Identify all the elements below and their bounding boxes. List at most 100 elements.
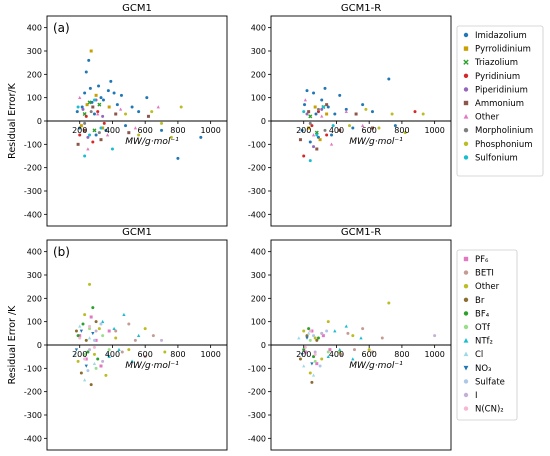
legend-marker [463, 284, 469, 289]
legend-marker [463, 155, 469, 160]
data-point [79, 124, 83, 128]
data-point [360, 123, 365, 128]
x-tick-label: 400 [105, 350, 120, 359]
data-point [97, 327, 101, 331]
data-point [91, 331, 95, 336]
y-tick-label: -100 [248, 140, 266, 149]
data-point [92, 345, 96, 349]
data-point [311, 133, 316, 137]
data-point [105, 133, 110, 137]
x-tick-label: 1000 [200, 350, 220, 359]
y-tick-label: -200 [24, 388, 42, 397]
legend-item: Morpholinium [463, 126, 533, 136]
legend-item: BETI [463, 269, 494, 279]
data-point [354, 112, 358, 116]
data-point [300, 352, 304, 357]
legend-label: OTf [475, 323, 491, 333]
legend-item: Ammonium [463, 99, 524, 109]
data-point [86, 369, 90, 373]
legend-marker [463, 32, 469, 38]
data-point [83, 91, 87, 95]
legend-item: Pyridinium [463, 72, 520, 82]
data-point [94, 133, 98, 137]
x-axis-label: MW/g·mol⁻¹ [125, 361, 179, 371]
y-tick-label: -400 [248, 434, 266, 443]
data-point [78, 324, 82, 328]
legend-marker [463, 365, 469, 371]
data-point [344, 109, 348, 114]
data-point [316, 107, 320, 111]
data-point [73, 352, 77, 356]
data-point [315, 133, 319, 137]
data-point [339, 352, 343, 356]
y-tick-label: 100 [251, 94, 266, 103]
data-point [323, 86, 327, 90]
data-point [83, 121, 87, 125]
legend-item: Other [463, 282, 500, 292]
data-point [320, 331, 324, 335]
data-point [89, 49, 93, 53]
legend-marker [463, 59, 469, 65]
data-point [89, 110, 93, 114]
panel-title: GCM1-R [341, 227, 381, 238]
data-point [160, 128, 164, 132]
legend-marker [463, 73, 469, 79]
data-point [160, 121, 164, 125]
y-axis-label: Residual Error/K [7, 82, 18, 158]
data-point [146, 114, 150, 118]
y-tick-label: 200 [27, 294, 42, 303]
y-tick-label: -300 [248, 411, 266, 420]
x-tick-label: 600 [362, 350, 377, 359]
legend-item: Cl [463, 350, 483, 360]
data-point [97, 131, 101, 135]
data-point [107, 348, 111, 352]
y-tick-label: -400 [24, 210, 42, 219]
data-point [84, 70, 88, 74]
data-point [97, 102, 102, 107]
legend-item: Imidazolium [463, 31, 527, 41]
data-point [348, 124, 352, 128]
data-point [119, 93, 123, 97]
data-point [338, 128, 342, 132]
data-point [151, 334, 155, 338]
x-tick-label: 200 [72, 350, 87, 359]
y-tick-label: 300 [27, 271, 42, 280]
panel-1: GCM1 (a) -400 -300 -200 -100 0 100 200 300 400 Resi… [7, 3, 228, 227]
data-point [310, 380, 314, 384]
legend-item: PF₆ [463, 255, 489, 265]
legend-label: Morpholinium [475, 126, 533, 136]
data-point [74, 329, 78, 333]
data-point [308, 329, 312, 333]
data-point [310, 362, 314, 366]
data-point [87, 336, 92, 340]
data-point [88, 86, 92, 90]
data-point [86, 135, 90, 139]
y-axis-label: Residual Error /K [7, 305, 18, 385]
data-point [308, 159, 312, 163]
data-point [107, 329, 111, 333]
x-tick-label: 1000 [200, 126, 220, 135]
data-point [390, 112, 394, 116]
y-tick-label: 300 [251, 271, 266, 280]
legend-label: Phosphonium [475, 140, 533, 150]
data-point [320, 98, 324, 102]
data-point [387, 77, 391, 81]
legend-label: Pyrrolidinium [475, 45, 531, 55]
data-point [127, 322, 131, 326]
y-tick-label: -100 [24, 364, 42, 373]
data-point [124, 112, 128, 116]
data-point [307, 110, 311, 114]
data-point [76, 105, 80, 109]
data-point [75, 110, 79, 114]
legend-marker [463, 100, 469, 106]
data-point [122, 312, 126, 317]
legend-item: OTf [463, 323, 491, 333]
legend-item: N(CN)₂ [463, 405, 504, 415]
data-point [367, 348, 371, 352]
data-point [320, 107, 324, 111]
data-point [303, 345, 307, 349]
data-point [80, 105, 84, 109]
y-tick-label: 0 [261, 117, 266, 126]
data-point [76, 334, 80, 338]
data-point [79, 371, 83, 375]
